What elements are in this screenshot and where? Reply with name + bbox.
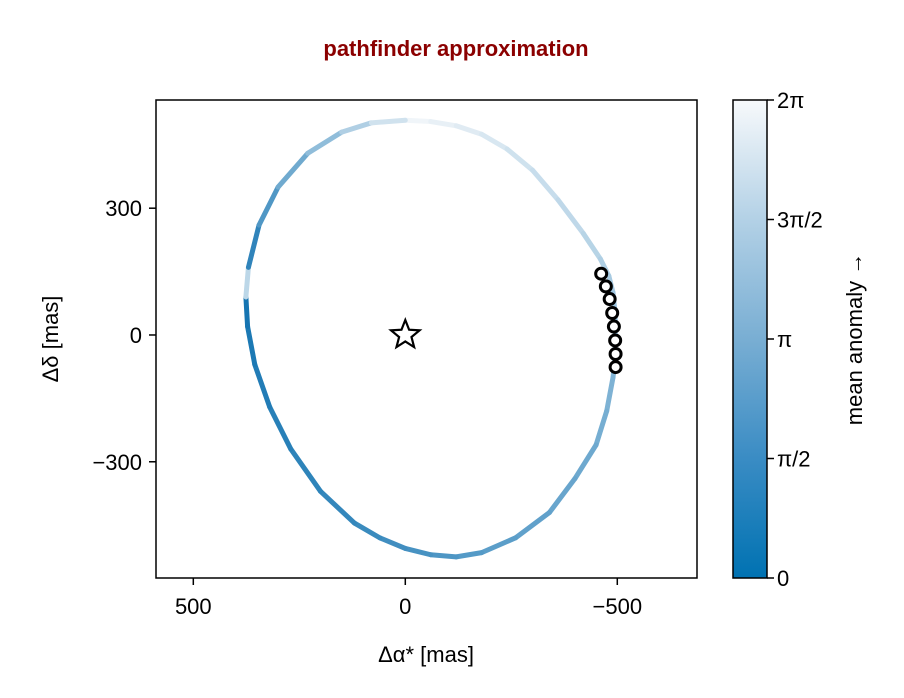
orbit-segment <box>604 374 616 414</box>
x-tick-label: 500 <box>175 594 212 619</box>
observation-point <box>606 319 621 334</box>
x-ticks: 500 0 −500 <box>175 578 642 619</box>
observation-point <box>608 333 623 348</box>
orbit-segment <box>402 545 434 558</box>
orbit-segment <box>572 442 599 482</box>
orbit-segment <box>377 535 408 551</box>
orbit-segment <box>479 131 510 152</box>
orbit-segment <box>339 120 374 135</box>
observation-point <box>602 292 617 307</box>
orbit-layer <box>243 117 618 560</box>
orbit-segment <box>252 362 273 410</box>
observation-point <box>608 360 623 375</box>
orbit-segment <box>245 222 262 270</box>
colorbar-label: mean anomaly → <box>842 253 867 425</box>
y-tick-label: −300 <box>92 450 142 475</box>
orbit-segment <box>351 520 383 541</box>
orbit-segment <box>555 197 586 237</box>
plot-frame <box>155 99 698 579</box>
orbit-segment <box>504 146 535 173</box>
orbit-segment <box>453 123 485 137</box>
orbit-segment <box>479 535 519 556</box>
orbit-segment <box>368 117 408 126</box>
orbit-segment <box>256 184 281 228</box>
y-ticks: 300 0 −300 <box>92 196 156 475</box>
orbit-segment <box>243 264 251 300</box>
orbit-segment <box>243 294 251 330</box>
colorbar-tick-label: π/2 <box>777 447 811 472</box>
chart-title: pathfinder approximation <box>323 36 588 61</box>
colorbar-tick-label: 2π <box>777 88 804 113</box>
x-tick-label: −500 <box>593 594 643 619</box>
y-tick-label: 0 <box>130 323 142 348</box>
orbit-segment <box>593 408 610 448</box>
orbit-segment <box>275 150 311 190</box>
orbit-segment <box>428 119 459 129</box>
colorbar <box>732 99 768 579</box>
orbit-segment <box>267 404 294 452</box>
observation-point <box>594 266 609 281</box>
observations-layer <box>594 266 623 375</box>
orbit-segment <box>529 167 561 203</box>
orbit-segment <box>245 324 258 368</box>
star-marker <box>388 316 423 350</box>
orbit-segment <box>402 117 434 125</box>
orbit-segment <box>318 488 357 526</box>
y-axis-label: Δδ [mas] <box>38 296 63 383</box>
orbit-segment <box>580 231 603 262</box>
colorbar-ticks: 0 π/2 π 3π/2 2π <box>767 88 823 591</box>
y-tick-label: 300 <box>105 196 142 221</box>
observation-point <box>598 279 613 294</box>
observation-point <box>608 347 623 362</box>
colorbar-tick-label: 0 <box>777 566 789 591</box>
orbit-segment <box>288 446 324 494</box>
orbit-segment <box>453 550 485 560</box>
colorbar-tick-label: π <box>777 327 792 352</box>
x-axis-label: Δα* [mas] <box>378 642 474 667</box>
x-tick-label: 0 <box>399 594 411 619</box>
star-layer <box>388 316 423 350</box>
observation-point <box>605 306 620 321</box>
colorbar-tick-label: 3π/2 <box>777 208 823 233</box>
orbit-segment <box>546 476 578 515</box>
orbit-segment <box>428 552 459 560</box>
orbit-segment <box>513 509 552 541</box>
orbit-segment <box>305 129 345 156</box>
